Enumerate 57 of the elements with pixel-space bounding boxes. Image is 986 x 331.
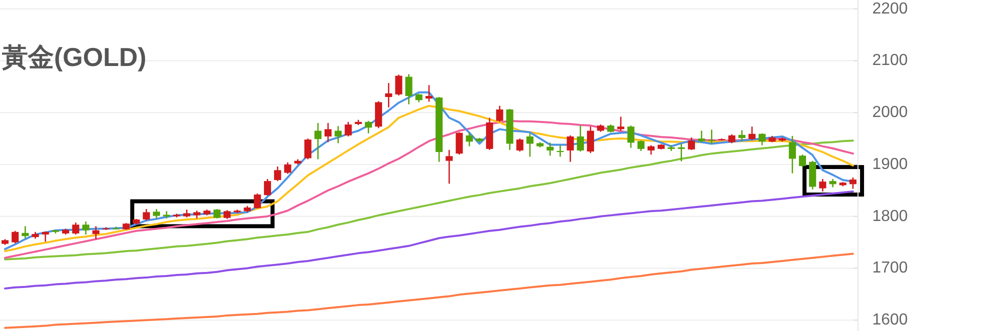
- candlestick: [385, 82, 392, 108]
- candlestick: [314, 122, 322, 160]
- candlestick: [395, 74, 402, 96]
- candlestick: [586, 126, 594, 154]
- candlestick: [82, 220, 90, 236]
- candlestick: [456, 132, 463, 156]
- y-tick-label: 2200: [872, 0, 908, 18]
- candlestick: [304, 138, 312, 160]
- candlestick: [92, 226, 100, 240]
- candlestick: [798, 154, 806, 168]
- candlestick: [576, 124, 584, 152]
- candlestick: [526, 132, 534, 158]
- candlestick: [849, 176, 856, 190]
- candlestick: [637, 140, 645, 152]
- candlestick: [274, 166, 282, 182]
- candlestick: [22, 226, 29, 239]
- candlestick: [324, 122, 332, 143]
- candlestick: [819, 178, 826, 192]
- candlestick: [284, 162, 292, 174]
- candlestick: [617, 116, 624, 132]
- y-tick-label: 1900: [872, 156, 908, 173]
- candlestick: [546, 142, 554, 156]
- candlestick: [758, 132, 766, 146]
- candlestick: [738, 130, 746, 142]
- candlestick: [788, 135, 796, 174]
- candlestick: [678, 143, 685, 162]
- candlestick: [688, 136, 695, 151]
- candlestick: [142, 208, 150, 222]
- candlestick: [748, 126, 756, 141]
- candlestick: [446, 149, 453, 184]
- candlestick: [405, 74, 412, 105]
- candlestick: [698, 130, 706, 143]
- candlestick: [708, 129, 716, 144]
- candlestick: [566, 134, 574, 163]
- candlestick: [42, 230, 49, 242]
- candlestick: [627, 124, 634, 149]
- candlestick: [334, 125, 342, 144]
- candlestick: [12, 230, 19, 244]
- y-tick-label: 1600: [872, 312, 908, 329]
- candlestick: [364, 120, 372, 134]
- y-tick-label: 2100: [872, 52, 908, 70]
- candlestick: [648, 144, 655, 156]
- candlestick: [72, 222, 80, 236]
- y-tick-label: 1700: [872, 260, 908, 277]
- candlestick: [556, 144, 564, 158]
- text: 黃金(GOLD): [1, 42, 146, 72]
- candlestick: [254, 192, 261, 210]
- y-tick-label: 2000: [872, 104, 908, 122]
- candlestick: [264, 178, 272, 196]
- candlestick: [213, 208, 221, 220]
- candlestick: [425, 84, 433, 102]
- candlestick: [344, 121, 352, 138]
- candlestick: [466, 132, 473, 147]
- y-tick-label: 1800: [872, 208, 908, 225]
- candlestick: [516, 138, 524, 152]
- candlestick: [152, 208, 160, 220]
- candlestick: [496, 105, 504, 123]
